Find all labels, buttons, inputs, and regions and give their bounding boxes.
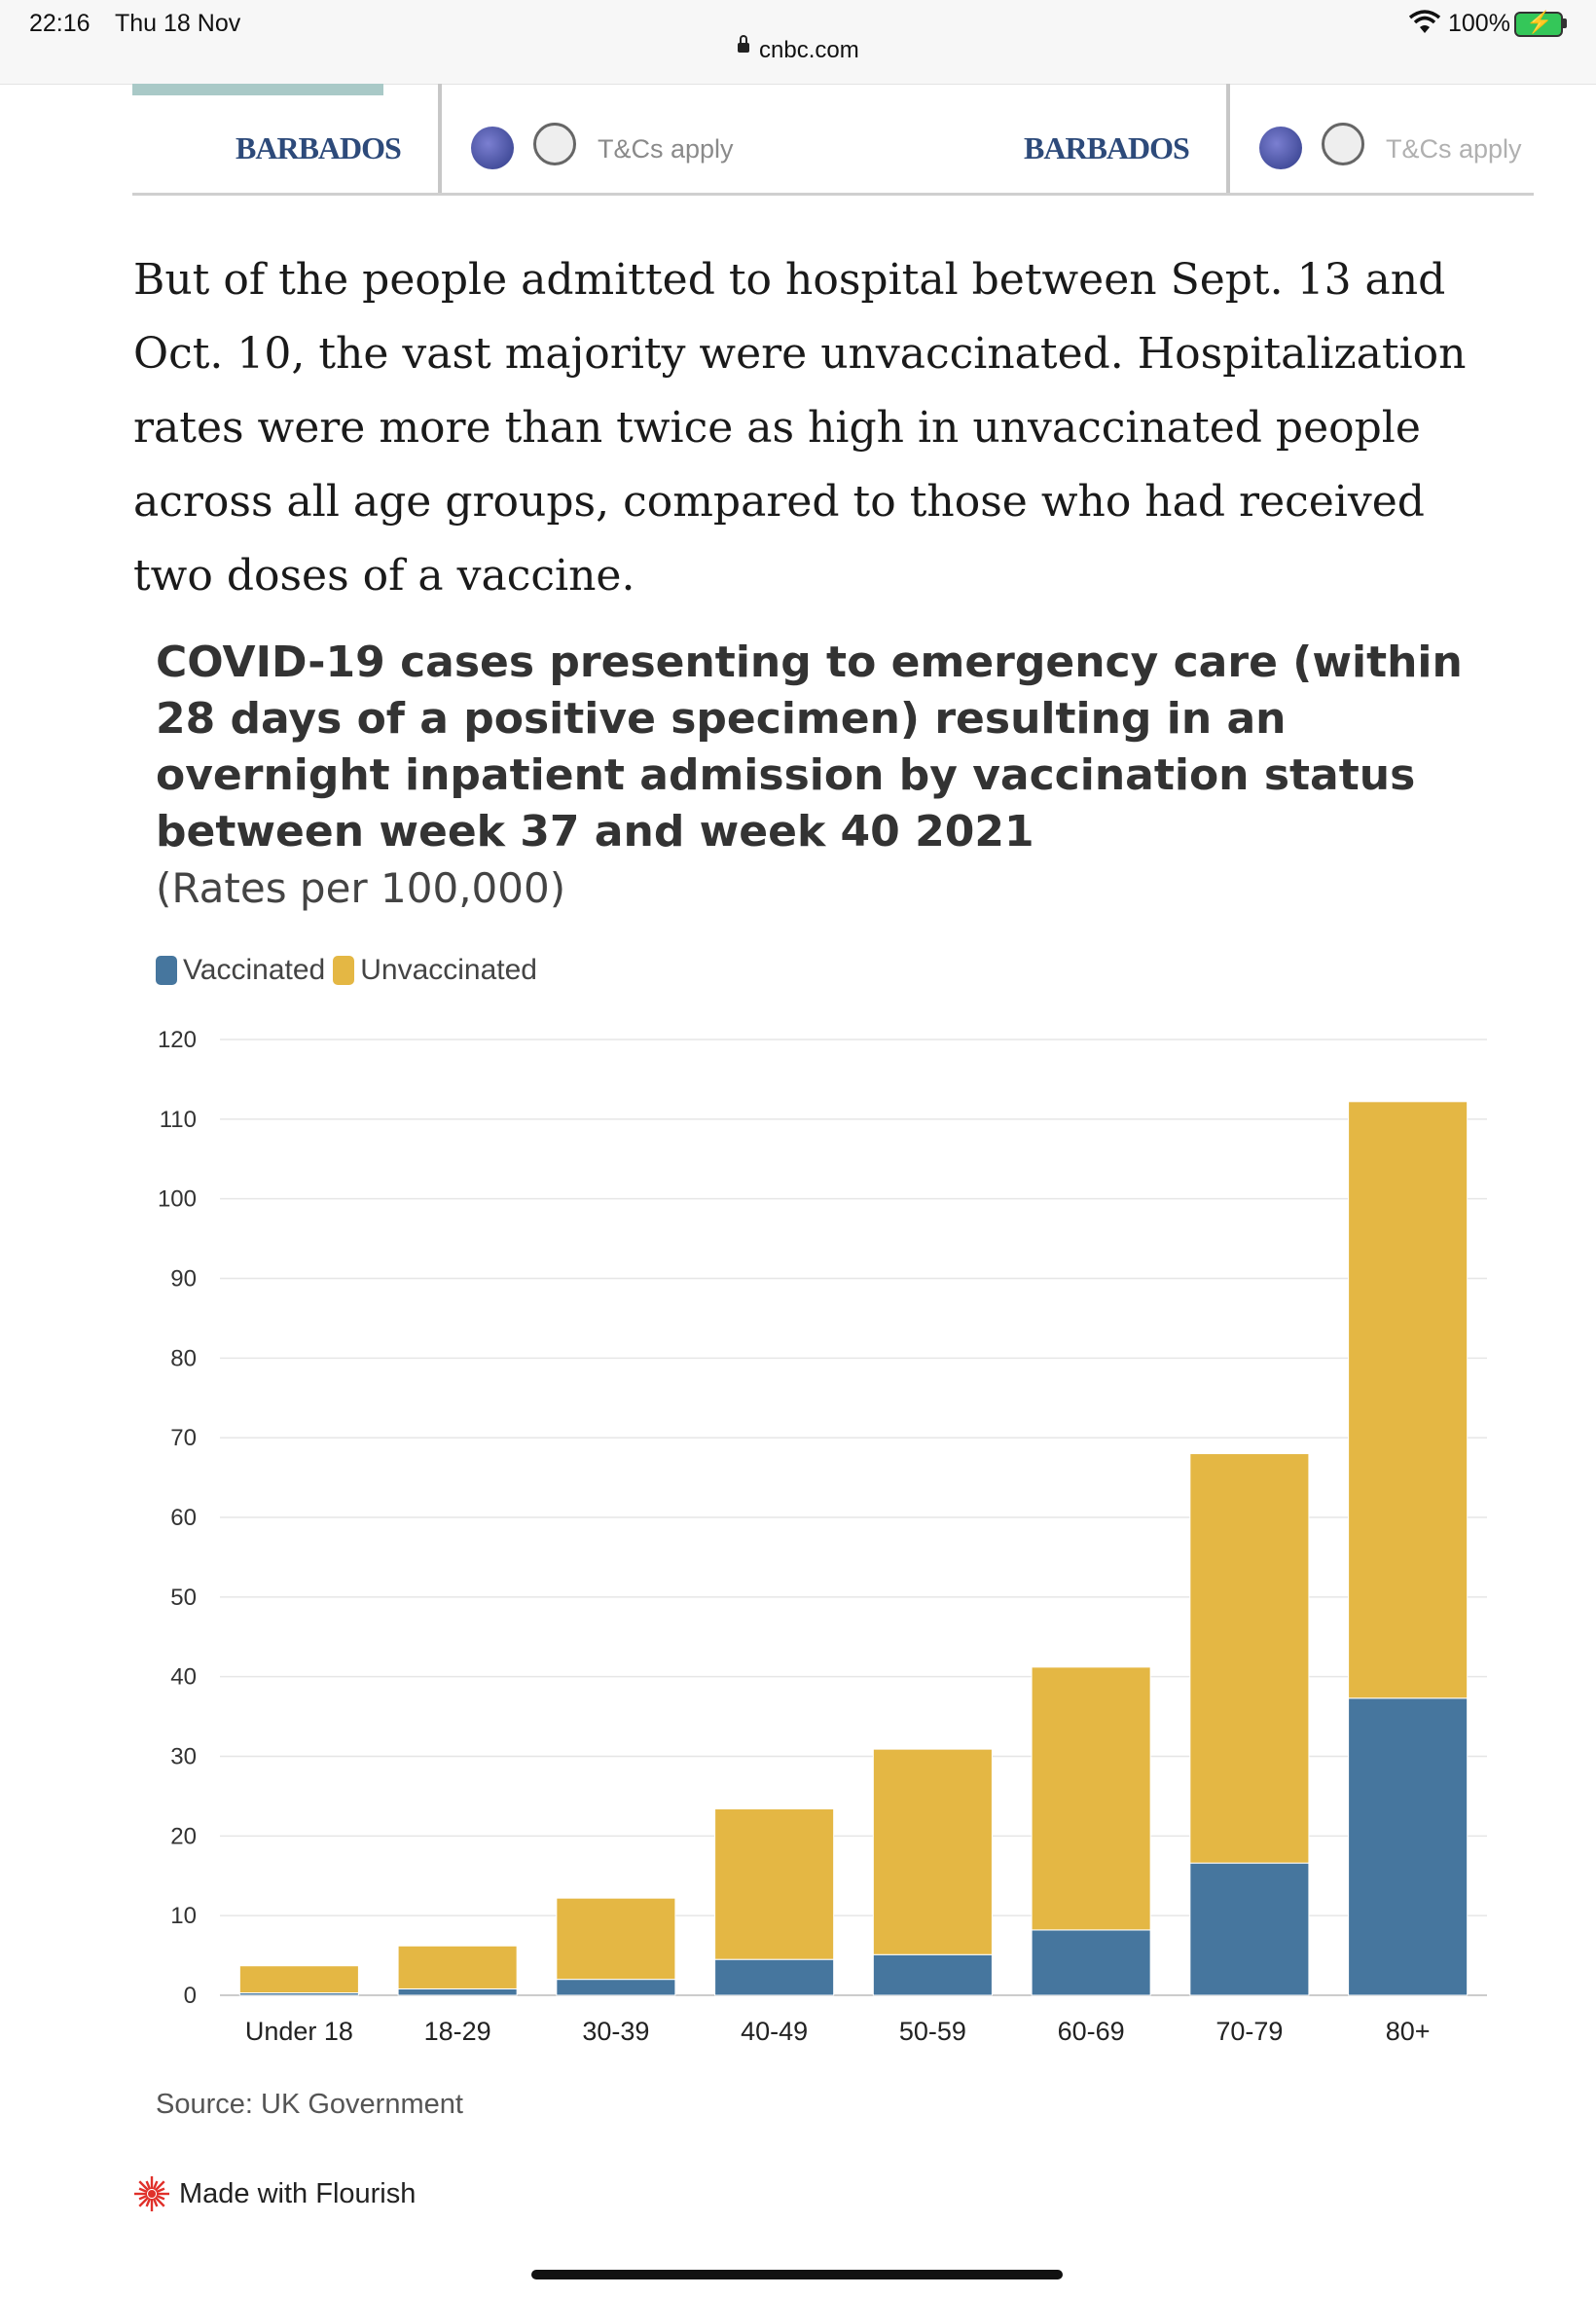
ad-brand-logo[interactable]: BARBADOS [236, 130, 402, 165]
y-tick-label: 100 [158, 1186, 197, 1213]
legend-label-vaccinated: Vaccinated [183, 954, 326, 986]
ad-terms[interactable]: T&Cs apply [1386, 134, 1522, 164]
bar-vaccinated-50-59[interactable] [872, 1953, 993, 1996]
chart-legend[interactable]: Vaccinated Unvaccinated [156, 954, 545, 987]
ad-photo-strip [132, 84, 383, 95]
battery-icon [1514, 12, 1563, 37]
bar-vaccinated-30-39[interactable] [556, 1979, 676, 1996]
bar-unvaccinated-under-18[interactable] [238, 1965, 359, 1994]
chart-title: COVID-19 cases presenting to emergency c… [156, 638, 1463, 857]
chart-bars [238, 1101, 1469, 1996]
lock-icon-shackle [740, 35, 747, 45]
bar-unvaccinated-40-49[interactable] [714, 1808, 835, 1960]
bar-vaccinated-70-79[interactable] [1189, 1862, 1310, 1996]
chart-subtitle: (Rates per 100,000) [156, 864, 566, 912]
ad-divider [438, 84, 442, 193]
flourish-logo-icon [134, 2176, 169, 2211]
bar-vaccinated-18-29[interactable] [397, 1987, 518, 1996]
ad-divider [1226, 84, 1230, 193]
y-tick-label: 110 [160, 1107, 197, 1133]
charging-icon: ⚡ [1526, 10, 1553, 34]
legend-label-unvaccinated: Unvaccinated [360, 954, 537, 986]
bar-unvaccinated-80-[interactable] [1348, 1101, 1469, 1699]
bar-vaccinated-80-[interactable] [1348, 1697, 1469, 1996]
flourish-credit-label[interactable]: Made with Flourish [179, 2177, 417, 2209]
x-tick-label: 80+ [1386, 2017, 1431, 2046]
y-tick-label: 20 [170, 1823, 197, 1849]
x-tick-label: 18-29 [424, 2017, 491, 2046]
y-tick-label: 60 [170, 1505, 197, 1531]
bar-unvaccinated-50-59[interactable] [872, 1748, 993, 1955]
ad-banner[interactable]: BARBADOS T&Cs apply BARBADOS T&Cs apply [132, 84, 1534, 196]
y-tick-label: 50 [170, 1585, 197, 1611]
bar-unvaccinated-30-39[interactable] [556, 1897, 676, 1981]
bar-unvaccinated-60-69[interactable] [1031, 1666, 1151, 1931]
flourish-credit[interactable]: Made with Flourish [132, 2174, 416, 2213]
battery-percentage: 100% [1448, 10, 1510, 37]
y-tick-label: 40 [170, 1664, 197, 1691]
x-tick-label: 40-49 [741, 2017, 808, 2046]
x-tick-label: 30-39 [582, 2017, 649, 2046]
bar-vaccinated-40-49[interactable] [714, 1958, 835, 1996]
bar-unvaccinated-70-79[interactable] [1189, 1453, 1310, 1864]
y-tick-label: 10 [170, 1903, 197, 1929]
chart-source: Source: UK Government [156, 2089, 463, 2120]
legend-swatch-unvaccinated [333, 956, 355, 985]
home-indicator[interactable] [531, 2270, 1063, 2279]
y-tick-label: 30 [170, 1744, 197, 1770]
y-tick-label: 90 [170, 1266, 197, 1293]
status-bar: 22:16 Thu 18 Nov 100% ⚡ cnbc.com [0, 0, 1596, 85]
legend-swatch-vaccinated [156, 956, 177, 985]
x-tick-label: 70-79 [1215, 2017, 1283, 2046]
seal-icon [1322, 123, 1364, 165]
oneworld-globe-icon [471, 127, 514, 169]
wifi-icon [1409, 10, 1440, 33]
x-tick-label: 50-59 [899, 2017, 966, 2046]
article-paragraph: But of the people admitted to hospital b… [133, 255, 1467, 601]
y-tick-label: 80 [170, 1345, 197, 1371]
x-tick-label: Under 18 [245, 2017, 353, 2046]
address-bar-url[interactable]: cnbc.com [759, 37, 859, 63]
lock-icon [738, 43, 749, 53]
status-date: Thu 18 Nov [115, 10, 241, 37]
battery-cap [1563, 18, 1567, 28]
chart-axis-labels: 0 10 20 30 40 50 60 70 80 90 100 110 120 Under 18 18-2… [158, 1027, 1431, 2046]
y-tick-label: 0 [184, 1983, 197, 2009]
ad-terms[interactable]: T&Cs apply [598, 134, 734, 164]
x-tick-label: 60-69 [1058, 2017, 1125, 2046]
ad-brand-logo[interactable]: BARBADOS [1024, 130, 1190, 165]
legend-item-vaccinated[interactable]: Vaccinated [156, 954, 325, 987]
oneworld-globe-icon [1259, 127, 1302, 169]
seal-icon [533, 123, 576, 165]
y-tick-label: 70 [170, 1425, 197, 1451]
legend-item-unvaccinated[interactable]: Unvaccinated [333, 954, 537, 987]
bar-vaccinated-60-69[interactable] [1031, 1929, 1151, 1996]
status-time: 22:16 [29, 10, 91, 37]
bar-unvaccinated-18-29[interactable] [397, 1945, 518, 1989]
y-tick-label: 120 [158, 1027, 197, 1053]
